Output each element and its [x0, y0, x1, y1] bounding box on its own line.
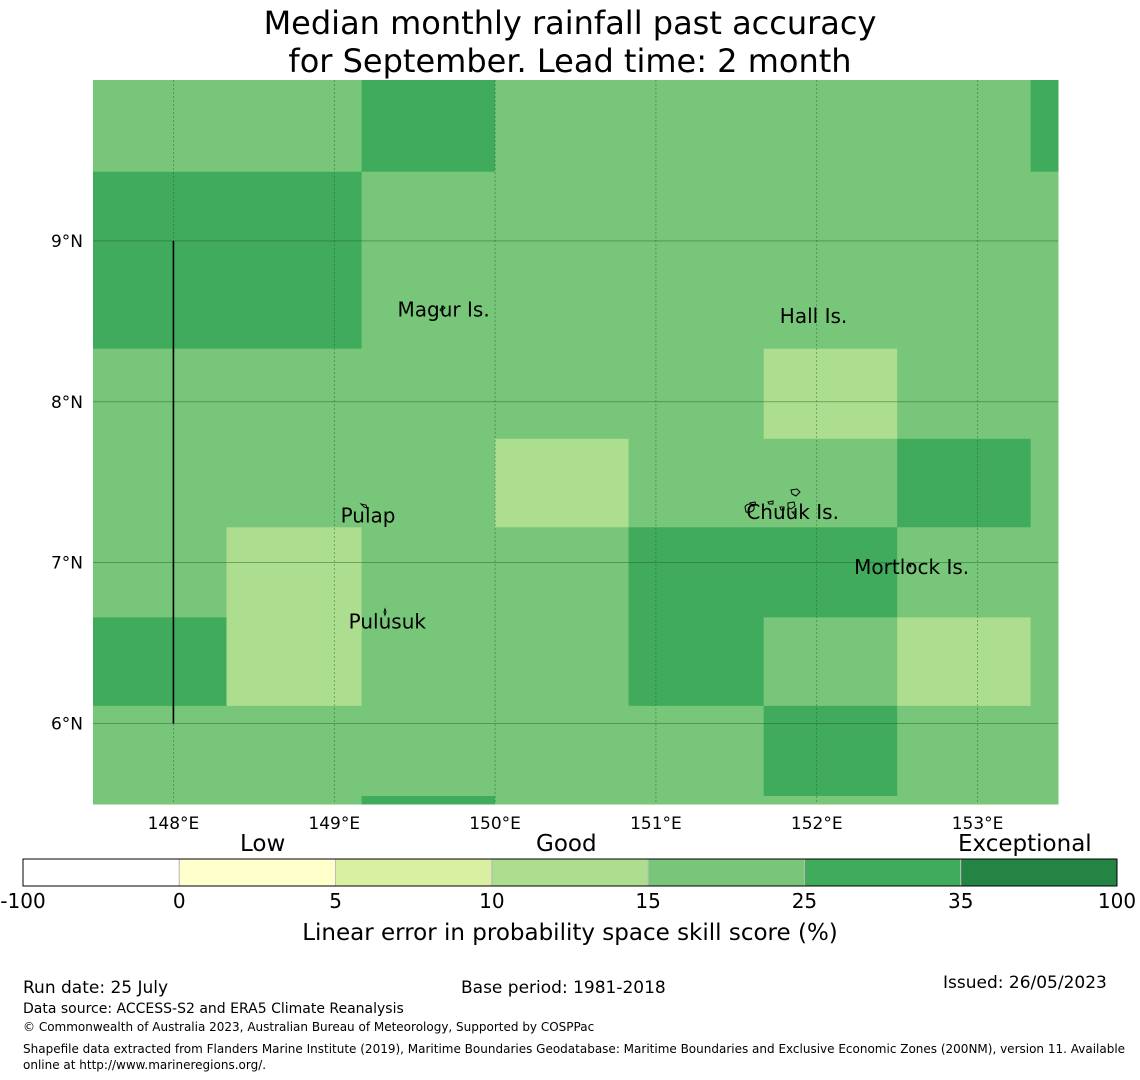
lat-tick-label: 9°N	[51, 232, 83, 252]
chuuk-island-shape-2	[749, 501, 757, 507]
colorbar-frame	[22, 858, 1118, 887]
chuuk-island-shape-1	[744, 503, 755, 513]
colorbar-bin-6	[960, 858, 1118, 887]
lon-tick-label: 151°E	[630, 814, 682, 834]
chuuk-island-shape-5	[790, 488, 801, 497]
colorbar-bin-5	[803, 858, 962, 887]
grid-cell-13	[1030, 438, 1059, 528]
place-label: Pulusuk	[349, 610, 427, 634]
lat-tick-label: 7°N	[51, 554, 83, 574]
grid-cell-11	[628, 438, 898, 528]
colorbar-bin-0	[22, 858, 180, 887]
grid-cell-30	[361, 795, 496, 805]
grid-cell-4	[93, 171, 363, 350]
colorbar-tick-label: 25	[791, 889, 818, 913]
colorbar-category-exceptional: Exceptional	[958, 831, 1092, 857]
grid-cells	[93, 80, 1059, 805]
grid-cell-28	[897, 705, 1059, 797]
grid-cell-7	[763, 348, 898, 440]
pulusuk-island-shape	[383, 607, 387, 617]
issued-date: Issued: 26/05/2023	[943, 973, 1107, 993]
grid-cell-3	[1030, 80, 1059, 173]
grid-cell-2	[495, 80, 1032, 173]
title-line-2: for September. Lead time: 2 month	[288, 42, 852, 80]
copyright: © Commonwealth of Australia 2023, Austra…	[23, 1020, 595, 1034]
shapefile-credit: Shapefile data extracted from Flanders M…	[23, 1042, 1126, 1072]
colorbar-category-low: Low	[240, 831, 286, 857]
lon-tick-label: 148°E	[148, 814, 200, 834]
chart-title: Median monthly rainfall past accuracy fo…	[0, 4, 1140, 80]
grid-cell-24	[897, 617, 1032, 707]
colorbar-tick-label: 100	[1097, 889, 1137, 913]
island-outlines	[359, 305, 912, 617]
place-labels: Magur Is. Hall Is. Pulap Chuuk Is. Mortlock …	[341, 298, 970, 634]
colorbar-bin-1	[178, 858, 337, 887]
colorbar-bin-3	[491, 858, 649, 887]
colorbar-tick-label: 15	[635, 889, 661, 913]
grid-cell-22	[628, 617, 765, 707]
base-period: Base period: 1981-2018	[461, 978, 666, 998]
place-label: Chuuk Is.	[746, 500, 839, 524]
data-source: Data source: ACCESS-S2 and ERA5 Climate …	[23, 1001, 404, 1017]
grid-cell-14	[93, 527, 227, 618]
colorbar-tick-label: 10	[479, 889, 505, 913]
lat-tick-label: 6°N	[51, 715, 83, 735]
run-date: Run date: 25 July	[23, 978, 169, 998]
place-label: Mortlock Is.	[854, 555, 969, 579]
chuuk-island-shape-7	[790, 511, 797, 516]
title-line-1: Median monthly rainfall past accuracy	[263, 4, 877, 42]
grid-cell-15	[226, 527, 363, 618]
grid-cell-12	[897, 438, 1032, 528]
lon-tick-label: 149°E	[308, 814, 360, 834]
lon-tick-label: 150°E	[469, 814, 521, 834]
colorbar-tick-label: 35	[947, 889, 974, 913]
grid-cell-27	[763, 705, 898, 797]
grid-cell-20	[226, 617, 363, 707]
grid-cell-10	[495, 438, 630, 528]
grid-cell-0	[93, 80, 363, 173]
axis-tick-labels: 148°E 149°E 150°E 151°E 152°E 153°E 9°N 8°N 7°N 6…	[51, 232, 1003, 834]
grid-cell-17	[628, 527, 898, 618]
colorbar-tick-label: 0	[172, 889, 186, 913]
grid-cell-9	[93, 438, 496, 528]
colorbar-category-good: Good	[536, 831, 597, 857]
place-label: Pulap	[341, 503, 396, 527]
grid-cell-6	[93, 348, 765, 440]
chuuk-island-shape-3	[767, 500, 774, 505]
place-label: Hall Is.	[780, 304, 847, 328]
magur-island-shape	[439, 305, 446, 312]
lat-tick-label: 8°N	[51, 393, 83, 413]
pulap-island-shape	[359, 503, 368, 509]
place-label: Magur Is.	[398, 298, 490, 322]
colorbar-label: Linear error in probability space skill …	[302, 920, 838, 946]
lon-tick-label: 152°E	[791, 814, 843, 834]
grid-cell-5	[361, 171, 1059, 350]
chuuk-island-shape-4	[779, 506, 785, 511]
colorbar-bin-4	[647, 858, 805, 887]
colorbar-bin-2	[335, 858, 493, 887]
lon-tick-label: 153°E	[952, 814, 1004, 834]
grid-cell-1	[361, 80, 496, 173]
colorbar	[22, 858, 1118, 887]
grid-cell-29	[93, 795, 363, 805]
mortlock-island-shape	[908, 562, 912, 568]
grid-cell-23	[763, 617, 898, 707]
colorbar-tick-label: 5	[329, 889, 342, 913]
colorbar-tick-label: -100	[0, 889, 46, 913]
grid-cell-26	[93, 705, 765, 797]
grid-cell-31	[495, 795, 1059, 805]
grid-cell-19	[93, 617, 227, 707]
chuuk-island-shape-6	[787, 501, 796, 510]
grid-cell-25	[1030, 617, 1059, 707]
